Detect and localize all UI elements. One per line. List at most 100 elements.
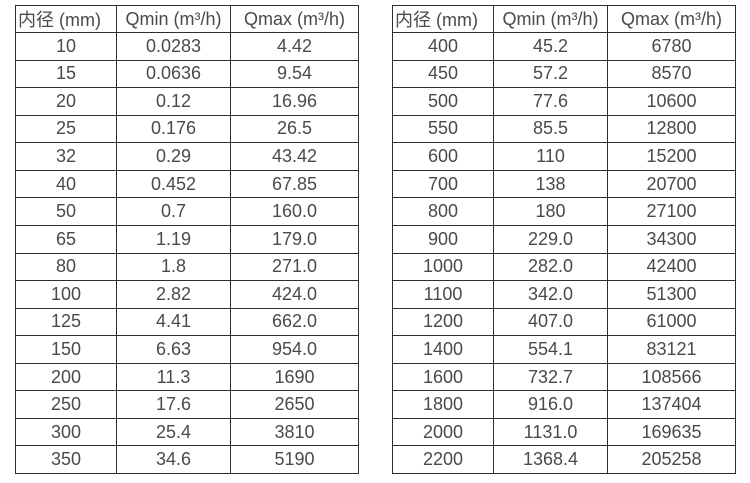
cell-qmax: 160.0: [230, 197, 359, 226]
cell-qmax: 10600: [607, 87, 736, 116]
cell-qmin: 110: [493, 142, 608, 171]
cell-qmax: 271.0: [230, 252, 359, 282]
cell-qmax: 61000: [607, 307, 736, 337]
table-row: 400 45.2 6780: [392, 32, 736, 61]
cell-diameter: 80: [15, 252, 117, 282]
cell-qmin: 17.6: [116, 390, 231, 419]
table-row: 1100 342.0 51300: [392, 280, 736, 309]
header-qmax: Qmax (m³/h): [230, 5, 359, 33]
header-row: 内径 (mm) Qmin (m³/h) Qmax (m³/h): [392, 5, 736, 33]
cell-qmin: 4.41: [116, 307, 231, 337]
cell-qmin: 57.2: [493, 59, 608, 89]
cell-qmin: 282.0: [493, 252, 608, 282]
cell-diameter: 2200: [392, 445, 494, 474]
cell-qmin: 1.8: [116, 252, 231, 282]
cell-qmin: 0.0636: [116, 59, 231, 89]
cell-qmax: 108566: [607, 362, 736, 392]
cell-qmin: 0.0283: [116, 32, 231, 61]
table-row: 1600 732.7 108566: [392, 362, 736, 392]
cell-qmax: 43.42: [230, 142, 359, 171]
cell-qmax: 3810: [230, 417, 359, 447]
header-diameter: 内径 (mm): [392, 5, 494, 33]
header-qmin: Qmin (m³/h): [493, 5, 608, 33]
cell-qmin: 0.12: [116, 87, 231, 116]
cell-qmax: 2650: [230, 390, 359, 419]
cell-qmax: 5190: [230, 445, 359, 474]
cell-qmin: 34.6: [116, 445, 231, 474]
cell-diameter: 400: [392, 32, 494, 61]
cell-diameter: 350: [15, 445, 117, 474]
table-row: 2000 1131.0 169635: [392, 417, 736, 447]
cell-qmin: 77.6: [493, 87, 608, 116]
cell-diameter: 40: [15, 169, 117, 199]
cell-qmax: 51300: [607, 280, 736, 309]
cell-qmin: 85.5: [493, 114, 608, 144]
cell-diameter: 600: [392, 142, 494, 171]
cell-qmin: 11.3: [116, 362, 231, 392]
table-row: 300 25.4 3810: [15, 417, 359, 447]
cell-diameter: 150: [15, 335, 117, 364]
cell-qmin: 1131.0: [493, 417, 608, 447]
cell-diameter: 65: [15, 224, 117, 254]
cell-diameter: 100: [15, 280, 117, 309]
cell-qmin: 0.176: [116, 114, 231, 144]
table-row: 65 1.19 179.0: [15, 224, 359, 254]
table-row: 50 0.7 160.0: [15, 197, 359, 226]
cell-diameter: 300: [15, 417, 117, 447]
cell-qmin: 6.63: [116, 335, 231, 364]
cell-qmax: 137404: [607, 390, 736, 419]
cell-diameter: 125: [15, 307, 117, 337]
table-row: 1200 407.0 61000: [392, 307, 736, 337]
cell-qmin: 1368.4: [493, 445, 608, 474]
cell-diameter: 550: [392, 114, 494, 144]
cell-qmax: 8570: [607, 59, 736, 89]
cell-diameter: 32: [15, 142, 117, 171]
table-row: 900 229.0 34300: [392, 224, 736, 254]
cell-qmax: 424.0: [230, 280, 359, 309]
cell-diameter: 800: [392, 197, 494, 226]
table-row: 20 0.12 16.96: [15, 87, 359, 116]
cell-qmax: 16.96: [230, 87, 359, 116]
table-row: 1400 554.1 83121: [392, 335, 736, 364]
table-row: 80 1.8 271.0: [15, 252, 359, 282]
cell-qmax: 4.42: [230, 32, 359, 61]
cell-diameter: 1200: [392, 307, 494, 337]
cell-diameter: 25: [15, 114, 117, 144]
cell-qmin: 138: [493, 169, 608, 199]
cell-qmin: 407.0: [493, 307, 608, 337]
cell-diameter: 20: [15, 87, 117, 116]
cell-qmin: 180: [493, 197, 608, 226]
cell-qmin: 25.4: [116, 417, 231, 447]
cell-qmax: 15200: [607, 142, 736, 171]
table-row: 450 57.2 8570: [392, 59, 736, 89]
cell-qmin: 1.19: [116, 224, 231, 254]
header-row: 内径 (mm) Qmin (m³/h) Qmax (m³/h): [15, 5, 359, 33]
table-row: 800 180 27100: [392, 197, 736, 226]
table-row: 350 34.6 5190: [15, 445, 359, 474]
cell-diameter: 50: [15, 197, 117, 226]
cell-qmax: 205258: [607, 445, 736, 474]
header-diameter: 内径 (mm): [15, 5, 117, 33]
cell-qmax: 42400: [607, 252, 736, 282]
table-body: 400 45.2 6780 450 57.2 8570 500 77.6 10600 550 85.…: [392, 32, 736, 474]
cell-diameter: 900: [392, 224, 494, 254]
cell-qmax: 26.5: [230, 114, 359, 144]
cell-diameter: 1000: [392, 252, 494, 282]
cell-diameter: 450: [392, 59, 494, 89]
cell-diameter: 1800: [392, 390, 494, 419]
cell-qmax: 662.0: [230, 307, 359, 337]
table-row: 15 0.0636 9.54: [15, 59, 359, 89]
cell-qmin: 0.452: [116, 169, 231, 199]
cell-diameter: 2000: [392, 417, 494, 447]
cell-qmin: 554.1: [493, 335, 608, 364]
table-row: 700 138 20700: [392, 169, 736, 199]
table-row: 1800 916.0 137404: [392, 390, 736, 419]
table-row: 500 77.6 10600: [392, 87, 736, 116]
cell-diameter: 1600: [392, 362, 494, 392]
cell-qmax: 1690: [230, 362, 359, 392]
cell-qmin: 732.7: [493, 362, 608, 392]
cell-diameter: 10: [15, 32, 117, 61]
cell-qmax: 9.54: [230, 59, 359, 89]
table-row: 600 110 15200: [392, 142, 736, 171]
